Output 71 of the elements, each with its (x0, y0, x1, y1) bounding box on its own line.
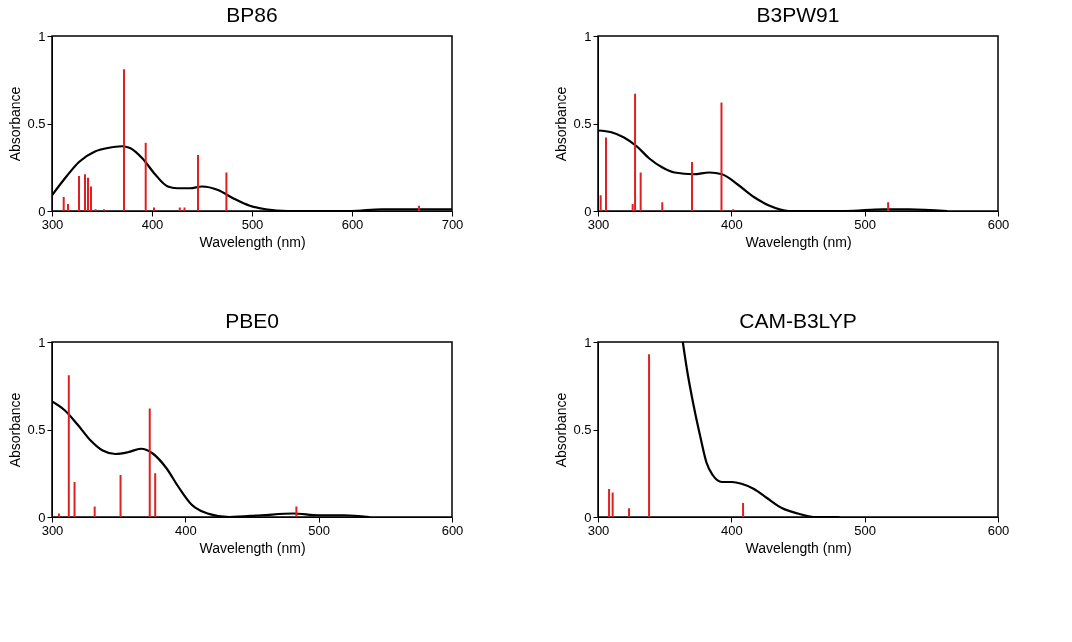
bar (599, 195, 602, 211)
bar (742, 503, 745, 517)
y-tick-label: 0.5 (573, 422, 592, 437)
chart-title: B3PW91 (756, 3, 840, 26)
bar (67, 375, 70, 517)
bar (197, 155, 199, 211)
x-tick-label: 300 (41, 216, 64, 232)
x-axis-title: Wavelength (nm) (745, 233, 852, 250)
x-tick-label: 400 (174, 522, 197, 538)
bar (78, 176, 80, 211)
bar (154, 473, 157, 517)
x-tick-label: 500 (308, 522, 331, 538)
bar (144, 142, 147, 211)
bar (67, 204, 69, 211)
y-tick-label: 0.5 (27, 116, 46, 131)
bar (608, 489, 611, 517)
y-tick-label: 0 (584, 203, 592, 219)
chart-title: BP86 (226, 3, 278, 26)
bar (628, 508, 631, 517)
y-axis-title: Absorbance (553, 86, 570, 162)
bar (661, 202, 664, 211)
bar (84, 174, 86, 211)
y-tick-label: 1 (38, 334, 46, 350)
x-tick-label: 400 (141, 216, 164, 232)
y-tick-label: 1 (38, 28, 46, 44)
x-tick-label: 500 (241, 216, 264, 232)
bar (605, 137, 607, 211)
x-tick-label: 300 (41, 522, 64, 538)
y-tick-label: 0 (38, 203, 46, 219)
y-tick-label: 0 (38, 509, 46, 525)
x-tick-label: 600 (341, 216, 364, 232)
bar (720, 102, 723, 211)
bar (887, 202, 890, 211)
bar (648, 354, 651, 517)
bar (93, 506, 96, 517)
x-tick-label: 600 (987, 522, 1010, 538)
bar (295, 506, 298, 517)
y-tick-label: 0.5 (573, 116, 592, 131)
x-axis-title: Wavelength (nm) (745, 539, 852, 556)
bar (691, 162, 693, 211)
y-tick-label: 1 (584, 28, 592, 44)
bar (62, 197, 65, 211)
x-tick-label: 500 (854, 216, 877, 232)
x-tick-label: 600 (987, 216, 1010, 232)
x-tick-label: 700 (441, 216, 464, 232)
x-tick-label: 500 (854, 522, 877, 538)
y-tick-label: 0.5 (27, 422, 46, 437)
x-tick-label: 400 (720, 522, 743, 538)
bar (611, 492, 614, 517)
bar (225, 172, 228, 211)
bar (634, 93, 637, 211)
bar (418, 205, 420, 211)
x-axis-title: Wavelength (nm) (199, 539, 306, 556)
bar (119, 475, 122, 517)
x-tick-label: 400 (720, 216, 743, 232)
y-tick-label: 0 (584, 509, 592, 525)
chart-title: CAM-B3LYP (739, 309, 857, 332)
y-axis-title: Absorbance (7, 392, 24, 468)
bar (73, 482, 76, 517)
y-axis-title: Absorbance (7, 86, 24, 162)
y-tick-label: 1 (584, 334, 592, 350)
chart-title: PBE0 (225, 309, 279, 332)
x-tick-label: 600 (441, 522, 464, 538)
bar (639, 172, 642, 211)
x-tick-label: 300 (587, 522, 610, 538)
x-axis-title: Wavelength (nm) (199, 233, 306, 250)
bar (148, 408, 151, 517)
bar (87, 177, 89, 211)
y-axis-title: Absorbance (553, 392, 570, 468)
x-tick-label: 300 (587, 216, 610, 232)
bar (123, 69, 125, 211)
